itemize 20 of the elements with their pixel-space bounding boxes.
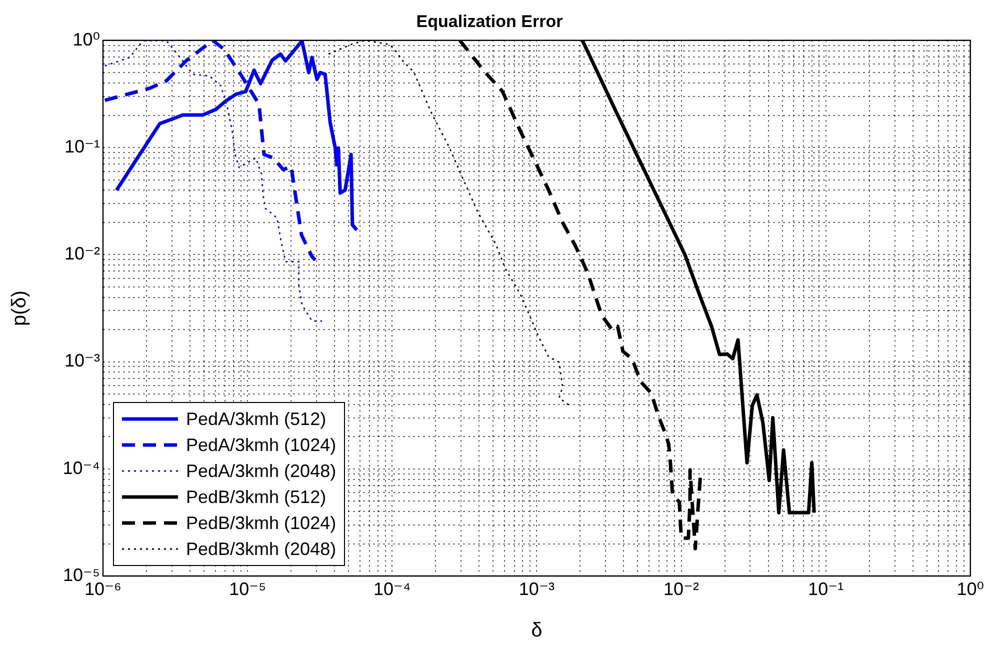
x-tick-label: 10⁻¹ (808, 578, 844, 599)
chart-title: Equalization Error (416, 12, 564, 31)
y-tick-label: 10⁻¹ (64, 136, 100, 156)
legend-label: PedB/3kmh (1024) (186, 512, 336, 534)
x-tick-label: 10⁻⁵ (229, 578, 266, 599)
x-tick-label: 10⁻³ (518, 578, 554, 599)
legend-label: PedB/3kmh (512) (186, 486, 326, 508)
x-tick-label: 10⁰ (956, 578, 984, 599)
x-tick-label: 10⁻² (663, 578, 700, 599)
y-tick-label: 10⁻³ (64, 350, 100, 371)
y-tick-label: 10⁰ (72, 29, 100, 50)
y-axis-title: p(δ) (8, 290, 31, 326)
legend-label: PedA/3kmh (1024) (186, 434, 336, 456)
legend-label: PedB/3kmh (2048) (186, 538, 336, 560)
legend-label: PedA/3kmh (512) (186, 408, 326, 430)
y-tick-label: 10⁻² (64, 244, 100, 264)
legend-label: PedA/3kmh (2048) (186, 460, 336, 482)
y-tick-label: 10⁻⁴ (62, 458, 100, 478)
x-tick-label: 10⁻⁴ (373, 578, 411, 599)
x-axis-title: δ (531, 620, 542, 642)
